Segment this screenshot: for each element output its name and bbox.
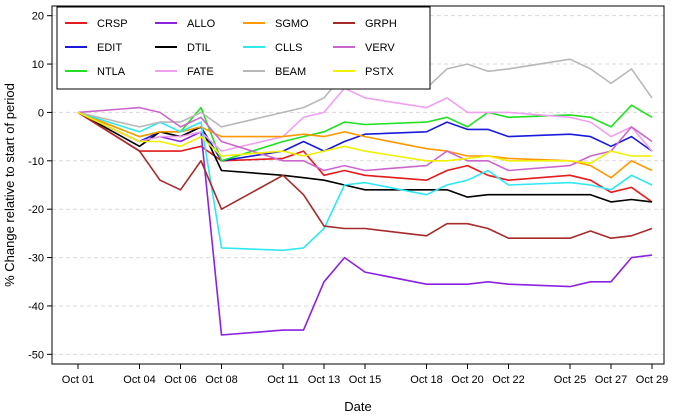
x-tick-label: Oct 04 [123,374,155,386]
legend-label: CRSP [97,18,128,30]
y-axis: 20 10 0 -10 -20 -30 -40 -50 [28,11,52,361]
legend-label: NTLA [97,66,126,78]
y-tick-label: -50 [28,349,44,361]
series-line-allo [77,111,653,336]
x-tick-label: Oct 20 [451,374,483,386]
x-tick-label: Oct 18 [410,374,442,386]
y-tick-label: 10 [32,59,44,71]
plot-frame [51,5,665,365]
x-tick-label: Oct 13 [308,374,340,386]
x-tick-label: Oct 29 [636,374,668,386]
y-tick-label: 20 [32,11,44,23]
series-line-crsp [77,111,653,203]
legend-label: DTIL [187,42,211,54]
x-tick-label: Oct 15 [349,374,381,386]
y-tick-label: -10 [28,156,44,168]
series-line-fate [77,87,653,152]
legend-label: FATE [187,66,214,78]
x-tick-label: Oct 27 [595,374,627,386]
legend-label: VERV [365,42,395,54]
x-tick-label: Oct 01 [62,374,94,386]
y-tick-label: -30 [28,253,44,265]
y-tick-label: 0 [38,107,44,119]
y-tick-label: -40 [28,301,44,313]
series-line-clls [77,111,653,252]
series-line-grph [77,111,653,239]
series-line-pstx [77,111,652,164]
x-tick-label: Oct 06 [164,374,196,386]
legend-label: BEAM [275,66,306,78]
series-lines [77,58,653,336]
legend-label: GRPH [365,18,397,30]
x-axis-title: Date [344,399,371,414]
legend-label: SGMO [275,18,309,30]
legend-label: CLLS [275,42,303,54]
x-tick-label: Oct 11 [267,374,299,386]
series-line-verv [77,106,653,172]
legend-label: PSTX [365,66,394,78]
y-axis-title: % Change relative to start of period [2,83,17,287]
x-axis: Oct 01 Oct 04 Oct 06 Oct 08 Oct 11 Oct 13 Oct … [62,364,668,386]
legend: CRSP EDIT NTLA ALLO DTIL FATE SGMO CLLS BEAM GRPH… [56,6,431,90]
series-line-sgmo [77,111,653,179]
x-tick-label: Oct 22 [492,374,524,386]
y-tick-label: -20 [28,204,44,216]
x-tick-label: Oct 25 [554,374,586,386]
x-tick-label: Oct 08 [205,374,237,386]
legend-label: EDIT [97,42,122,54]
series-line-dtil [77,111,653,203]
legend-label: ALLO [187,18,216,30]
